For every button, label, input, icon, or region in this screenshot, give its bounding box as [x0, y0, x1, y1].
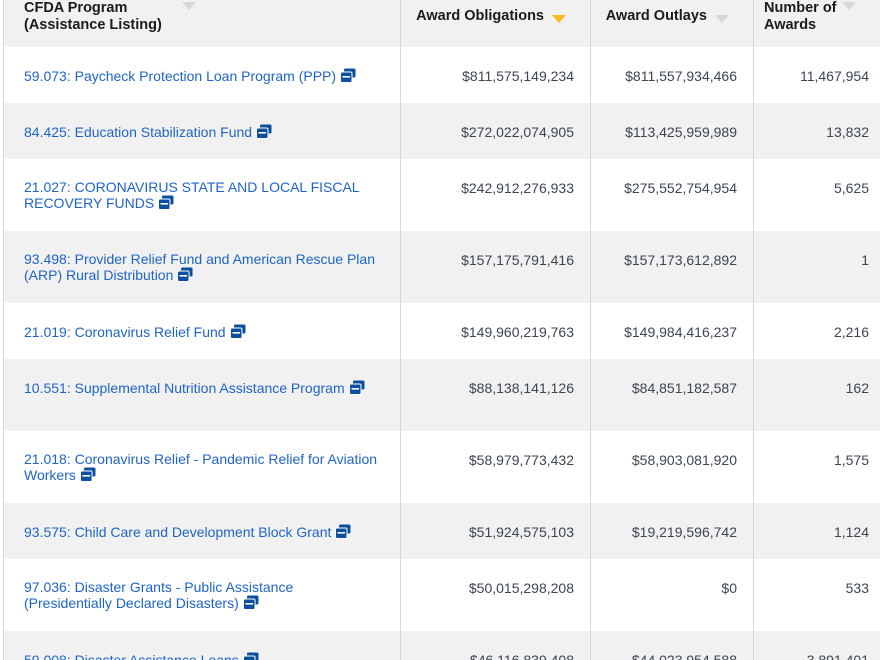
program-link[interactable]: 59.008: Disaster Assistance Loans: [24, 652, 239, 660]
awards-cell: 13,832: [753, 103, 880, 159]
table-row: 93.498: Provider Relief Fund and America…: [3, 231, 880, 303]
obligations-cell: $272,022,074,905: [400, 103, 591, 159]
awards-cell: 5,625: [753, 159, 880, 231]
awards-cell: 11,467,954: [753, 47, 880, 103]
table-row: 10.551: Supplemental Nutrition Assistanc…: [3, 359, 880, 431]
outlays-cell: $157,173,612,892: [590, 231, 754, 303]
outlays-cell: $275,552,754,954: [590, 159, 754, 231]
column-header-obligations-label: Award Obligations: [416, 8, 544, 24]
table-header: CFDA Program (Assistance Listing) Award …: [3, 0, 880, 47]
copy-icon[interactable]: [79, 467, 96, 482]
awards-cell: 533: [753, 559, 880, 631]
copy-icon[interactable]: [348, 380, 365, 395]
awards-cell: 1,575: [753, 431, 880, 503]
obligations-cell: $811,575,149,234: [400, 47, 591, 103]
table-row: 21.018: Coronavirus Relief - Pandemic Re…: [3, 431, 880, 503]
copy-icon[interactable]: [335, 524, 351, 539]
column-header-outlays[interactable]: Award Outlays: [590, 0, 754, 47]
outlays-cell: $84,851,182,587: [590, 359, 754, 431]
program-link[interactable]: 21.019: Coronavirus Relief Fund: [24, 324, 226, 340]
copy-icon[interactable]: [340, 68, 356, 83]
table-row: 21.027: CORONAVIRUS STATE AND LOCAL FISC…: [3, 159, 880, 231]
program-link[interactable]: 59.073: Paycheck Protection Loan Program…: [24, 68, 337, 84]
awards-cell: 3,891,401: [753, 631, 880, 660]
table-body: 59.073: Paycheck Protection Loan Program…: [3, 47, 880, 660]
obligations-cell: $88,138,141,126: [400, 359, 591, 431]
sort-arrow-icon[interactable]: [182, 1, 196, 10]
awards-cell: 162: [753, 359, 880, 431]
results-table: CFDA Program (Assistance Listing) Award …: [3, 0, 880, 660]
copy-icon[interactable]: [256, 124, 272, 139]
sort-arrow-active-icon[interactable]: [552, 14, 566, 23]
program-link[interactable]: 21.018: Coronavirus Relief - Pandemic Re…: [24, 451, 378, 483]
awards-cell: 2,216: [753, 303, 880, 359]
awards-cell: 1,124: [753, 503, 880, 559]
obligations-cell: $51,924,575,103: [400, 503, 591, 559]
program-link[interactable]: 93.498: Provider Relief Fund and America…: [24, 251, 375, 283]
table-row: 59.008: Disaster Assistance Loans $46,11…: [3, 631, 880, 660]
awards-cell: 1: [753, 231, 880, 303]
copy-icon[interactable]: [158, 195, 174, 210]
sort-arrow-icon[interactable]: [715, 14, 729, 23]
outlays-cell: $19,219,596,742: [590, 503, 754, 559]
table-row: 93.575: Child Care and Development Block…: [3, 503, 880, 559]
obligations-cell: $50,015,298,208: [400, 559, 591, 631]
obligations-cell: $46,116,839,408: [400, 631, 591, 660]
table-row: 59.073: Paycheck Protection Loan Program…: [3, 47, 880, 103]
program-link[interactable]: 10.551: Supplemental Nutrition Assistanc…: [24, 380, 345, 396]
copy-icon[interactable]: [242, 652, 259, 660]
program-link[interactable]: 97.036: Disaster Grants - Public Assista…: [24, 579, 294, 611]
column-header-outlays-label: Award Outlays: [605, 8, 707, 24]
column-header-program[interactable]: CFDA Program (Assistance Listing): [3, 0, 401, 47]
outlays-cell: $811,557,934,466: [590, 47, 754, 103]
obligations-cell: $149,960,219,763: [400, 303, 591, 359]
outlays-cell: $44,023,954,588: [590, 631, 754, 660]
column-header-awards-label: Number of Awards: [764, 0, 837, 33]
program-link[interactable]: 84.425: Education Stabilization Fund: [24, 124, 253, 140]
column-header-obligations[interactable]: Award Obligations: [400, 0, 591, 47]
program-link[interactable]: 21.027: CORONAVIRUS STATE AND LOCAL FISC…: [24, 179, 360, 211]
outlays-cell: $0: [590, 559, 754, 631]
column-header-awards[interactable]: Number of Awards: [753, 0, 880, 47]
copy-icon[interactable]: [177, 267, 193, 282]
copy-icon[interactable]: [229, 324, 246, 339]
column-header-program-label: CFDA Program (Assistance Listing): [24, 0, 162, 33]
obligations-cell: $242,912,276,933: [400, 159, 591, 231]
outlays-cell: $149,984,416,237: [590, 303, 754, 359]
table-row: 84.425: Education Stabilization Fund $27…: [3, 103, 880, 159]
table-row: 21.019: Coronavirus Relief Fund $149,960…: [3, 303, 880, 359]
table-row: 97.036: Disaster Grants - Public Assista…: [3, 559, 880, 631]
outlays-cell: $113,425,959,989: [590, 103, 754, 159]
sort-arrow-icon[interactable]: [842, 1, 856, 10]
obligations-cell: $157,175,791,416: [400, 231, 591, 303]
outlays-cell: $58,903,081,920: [590, 431, 754, 503]
copy-icon[interactable]: [242, 595, 259, 610]
obligations-cell: $58,979,773,432: [400, 431, 591, 503]
program-link[interactable]: 93.575: Child Care and Development Block…: [24, 524, 332, 540]
